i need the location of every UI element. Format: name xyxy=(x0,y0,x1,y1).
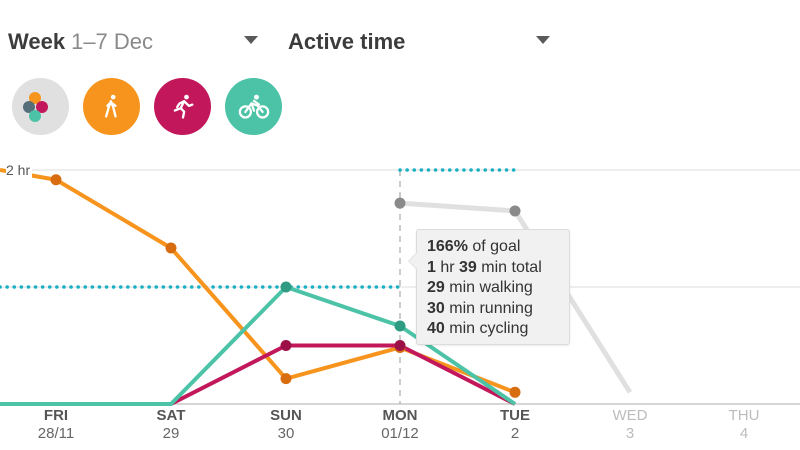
week-range: 1–7 Dec xyxy=(71,29,154,54)
x-label-sat[interactable]: SAT 29 xyxy=(136,407,206,443)
x-label-wed[interactable]: WED 3 xyxy=(595,407,665,443)
x-label-date: 3 xyxy=(625,425,635,442)
x-label-date: 2 xyxy=(510,425,520,442)
point-cycling-mon xyxy=(394,320,406,332)
point-total-mon xyxy=(394,197,406,209)
x-label-fri[interactable]: FRI 28/11 xyxy=(21,407,91,443)
chevron-down-icon xyxy=(536,36,550,44)
point-walking-fri xyxy=(50,174,62,186)
goal-lines xyxy=(0,168,517,289)
walking-icon xyxy=(104,94,117,118)
chevron-down-icon xyxy=(244,36,258,44)
all-activities-icon xyxy=(22,89,59,125)
series-lines xyxy=(0,168,633,406)
x-label-day: FRI xyxy=(43,407,69,424)
filter-cycling[interactable] xyxy=(225,78,282,135)
filter-walking[interactable] xyxy=(83,78,140,135)
tooltip-cycling: 40 min cycling xyxy=(427,320,529,337)
metric-dropdown-label: Active time xyxy=(288,29,406,54)
activity-filters xyxy=(12,78,282,135)
week-dropdown[interactable]: Week 1–7 Dec xyxy=(8,26,258,58)
x-label-day: SAT xyxy=(156,407,186,424)
tooltip-goal: 166% of goal xyxy=(427,238,521,255)
point-running-sun xyxy=(280,340,292,351)
x-label-date: 30 xyxy=(277,425,295,442)
metric-dropdown[interactable]: Active time xyxy=(288,26,550,58)
point-total-tue xyxy=(509,205,521,217)
x-label-day: TUE xyxy=(500,407,530,424)
x-label-date: 28/11 xyxy=(37,425,75,442)
x-label-mon[interactable]: MON 01/12 xyxy=(365,407,435,443)
running-icon xyxy=(173,94,193,119)
x-label-sun[interactable]: SUN 30 xyxy=(251,407,321,443)
point-walking-sat xyxy=(165,242,177,254)
point-walking-sun xyxy=(280,373,292,385)
tooltip-running: 30 min running xyxy=(427,299,533,317)
week-dropdown-label: Week 1–7 Dec xyxy=(8,29,154,54)
x-label-day: SUN xyxy=(270,407,302,424)
point-cycling-sun xyxy=(280,281,292,293)
y-tick-label: 2 hr xyxy=(6,162,33,178)
filter-all-activities[interactable] xyxy=(12,78,69,135)
series-line-running xyxy=(0,343,516,406)
tooltip-walking: 29 min walking xyxy=(427,279,533,296)
x-label-date: 29 xyxy=(162,425,180,442)
filter-running[interactable] xyxy=(154,78,211,135)
x-label-day: WED xyxy=(612,407,648,424)
x-label-day: MON xyxy=(382,407,418,424)
point-running-mon xyxy=(394,340,406,351)
day-summary-tooltip: 166% of goal 1 hr 39 min total 29 min wa… xyxy=(408,229,570,345)
point-walking-tue xyxy=(509,386,521,398)
x-label-date: 4 xyxy=(739,425,749,442)
x-label-day: THU xyxy=(728,407,760,424)
x-label-thu[interactable]: THU 4 xyxy=(709,407,779,443)
tooltip-total: 1 hr 39 min total xyxy=(427,258,542,276)
cycling-icon xyxy=(238,94,269,119)
x-label-tue[interactable]: TUE 2 xyxy=(480,407,550,443)
x-label-date: 01/12 xyxy=(381,425,419,442)
